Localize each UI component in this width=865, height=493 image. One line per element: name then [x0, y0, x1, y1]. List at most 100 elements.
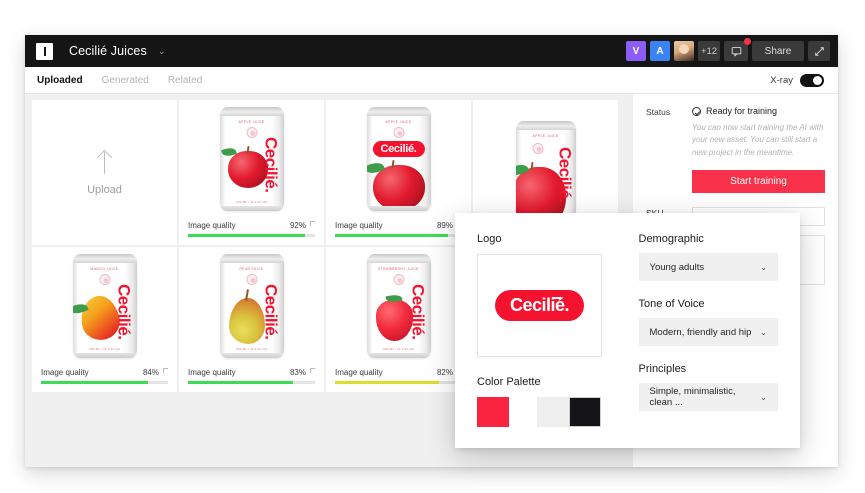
quality-value: 82%: [436, 368, 453, 377]
avatar-more-count[interactable]: +12: [698, 41, 720, 61]
can-artwork: APPLE JUICE Cecilié.: [366, 106, 431, 211]
demographic-label: Demographic: [638, 233, 704, 245]
logo-text: Cecilié.: [509, 295, 570, 315]
quality-label: Image quality: [335, 368, 383, 377]
quality-fill: [188, 234, 305, 237]
chevron-down-icon[interactable]: ⌄: [157, 45, 166, 56]
can-foot-text: 330 ML / 11.2 FL OZ: [88, 346, 121, 351]
can-top: [366, 106, 431, 116]
can-artwork: PEAR JUICE Cecilié. 330 ML / 11.2 FL OZ: [219, 253, 284, 358]
chevron-down-icon: ⌄: [760, 327, 767, 337]
asset-card-apple-vertical[interactable]: APPLE JUICE Cecilié. 330 ML / 11.2 FL OZ…: [179, 100, 324, 245]
quality-label: Image quality: [41, 368, 89, 377]
quality-track: [335, 381, 462, 384]
comment-icon[interactable]: [724, 38, 751, 61]
comment-glyph: [731, 46, 741, 57]
quality-value: 83%: [289, 368, 306, 377]
quality-indicator: Image quality 92%: [179, 217, 324, 245]
demographic-select[interactable]: Young adults ⌄: [638, 253, 778, 281]
asset-card-pear[interactable]: PEAR JUICE Cecilié. 330 ML / 11.2 FL OZ …: [179, 247, 324, 392]
status-badge: Ready for training: [692, 106, 825, 116]
leaf-icon: [72, 300, 89, 316]
upload-card[interactable]: Upload: [32, 100, 177, 245]
can-top: [366, 253, 431, 263]
can-wordmark: Cecilié.: [408, 283, 428, 340]
swatch-black[interactable]: [569, 397, 601, 427]
swatch-light[interactable]: [537, 397, 569, 427]
brand-guidelines-modal: Logo Cecilié. Color Palette Demographic …: [455, 213, 800, 448]
can-top: [219, 106, 284, 116]
app-window: Cecilié Juices ⌄ V A +12 Share: [25, 35, 838, 467]
quality-indicator: Image quality 82%: [326, 364, 471, 392]
can-foot-text: 330 ML / 11.2 FL OZ: [235, 346, 268, 351]
avatar-a[interactable]: A: [650, 41, 670, 61]
can-seal-icon: [246, 273, 257, 285]
status-key: Status: [646, 107, 671, 117]
logo-preview[interactable]: Cecilié.: [477, 254, 602, 357]
app-logo-icon[interactable]: [36, 42, 53, 60]
macron-accent: [552, 297, 562, 300]
can-foot-text: 330 ML / 11.2 FL OZ: [235, 199, 268, 204]
chevron-down-icon: ⌄: [760, 262, 767, 272]
xray-control: X-ray: [770, 73, 824, 87]
tab-uploaded[interactable]: Uploaded: [37, 74, 83, 86]
principles-select[interactable]: Simple, minimalistic, clean ... ⌄: [638, 383, 778, 411]
asset-card-mango[interactable]: MANGO JUICE Cecilié. 330 ML / 11.2 FL OZ…: [32, 247, 177, 392]
upload-label: Upload: [87, 183, 122, 196]
quality-fill: [335, 234, 449, 237]
modal-right-column: Demographic Young adults ⌄ Tone of Voice…: [638, 233, 778, 427]
crop-corner-icon: [163, 368, 168, 373]
title-bar: Cecilié Juices ⌄ V A +12 Share: [25, 35, 838, 67]
share-button[interactable]: Share: [752, 41, 804, 61]
principles-value: Simple, minimalistic, clean ...: [649, 386, 736, 408]
asset-card-strawberry[interactable]: STRAWBERRY JUICE Cecilié. 330 ML / 11.2 …: [326, 247, 471, 392]
xray-toggle[interactable]: [800, 73, 824, 87]
can-top: [515, 120, 576, 130]
quality-indicator: Image quality 89%: [326, 217, 471, 245]
asset-gallery: Upload APPLE JUICE Cecilié. 330 ML / 11.…: [32, 100, 632, 392]
quality-fill: [188, 381, 294, 384]
can-kicker: APPLE JUICE: [238, 119, 265, 124]
demographic-value: Young adults: [649, 261, 705, 273]
status-text: Ready for training: [706, 106, 778, 116]
principles-label: Principles: [638, 363, 687, 375]
quality-value: 92%: [289, 221, 306, 230]
modal-left-column: Logo Cecilié. Color Palette: [477, 233, 617, 427]
notification-dot: [744, 38, 751, 45]
tab-related[interactable]: Related: [167, 74, 203, 86]
can-bottom: [219, 352, 284, 358]
can-bottom: [219, 205, 284, 211]
tone-label: Tone of Voice: [638, 298, 705, 310]
tone-value: Modern, friendly and hip: [649, 326, 752, 338]
quality-fill: [41, 381, 148, 384]
logo-heading: Logo: [477, 233, 502, 245]
upload-arrow-icon: [96, 150, 114, 174]
avatar-photo[interactable]: [674, 41, 694, 61]
chevron-down-icon: ⌄: [760, 392, 767, 402]
tone-select[interactable]: Modern, friendly and hip ⌄: [638, 318, 778, 346]
asset-thumbnail: APPLE JUICE Cecilié. 330 ML / 11.2 FL OZ: [179, 100, 324, 217]
titlebar-actions: V A +12 Share: [626, 38, 838, 61]
quality-indicator: Image quality 83%: [179, 364, 324, 392]
start-training-button[interactable]: Start training: [692, 170, 825, 194]
can-wordmark: Cecilié.: [372, 140, 425, 157]
quality-track: [41, 381, 168, 384]
asset-thumbnail: STRAWBERRY JUICE Cecilié. 330 ML / 11.2 …: [326, 247, 471, 364]
expand-icon[interactable]: [808, 41, 830, 61]
quality-value: 84%: [142, 368, 159, 377]
asset-card-apple-pill[interactable]: APPLE JUICE Cecilié. Image quality 89%: [326, 100, 471, 245]
can-wordmark: Cecilié.: [261, 283, 281, 340]
tab-bar: Uploaded Generated Related X-ray: [25, 67, 838, 94]
asset-thumbnail: MANGO JUICE Cecilié. 330 ML / 11.2 FL OZ: [32, 247, 177, 364]
quality-fill: [335, 381, 440, 384]
expand-glyph: [814, 46, 824, 56]
tab-generated[interactable]: Generated: [101, 74, 149, 86]
swatch-red[interactable]: [477, 397, 509, 427]
color-palette: [477, 397, 617, 427]
quality-track: [188, 234, 315, 237]
strawberry-fruit: [375, 293, 413, 341]
can-kicker: PEAR JUICE: [239, 266, 264, 271]
quality-label: Image quality: [335, 221, 383, 230]
can-bottom: [366, 352, 431, 358]
avatar-v[interactable]: V: [626, 41, 646, 61]
